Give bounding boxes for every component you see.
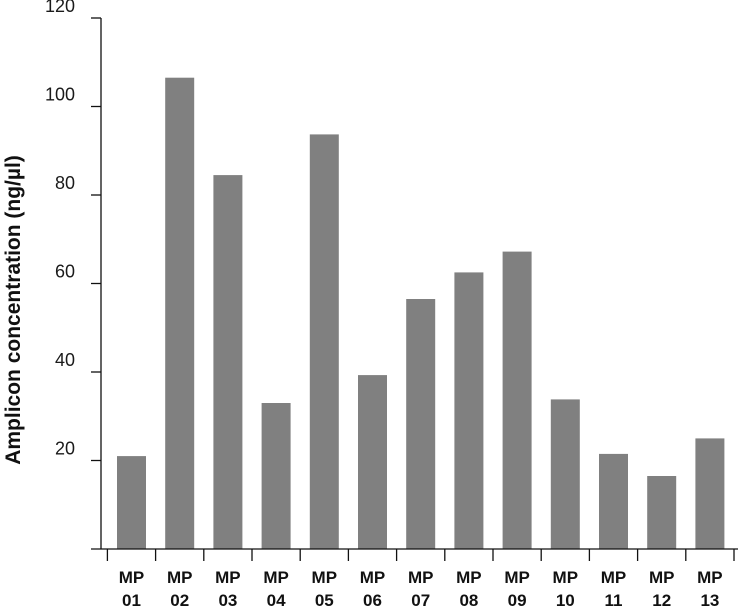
x-tick-label: 10 [556,591,575,609]
x-tick-label: 12 [652,591,671,609]
bar [117,456,146,549]
x-tick-label: MP [215,568,241,587]
x-tick-label: 08 [459,591,478,609]
x-tick-label: MP [119,568,145,587]
bar [454,272,484,549]
bar [406,299,436,549]
x-tick-label: 03 [218,591,237,609]
y-ticks-group: 20 40 60 80 100 120 [45,0,101,462]
x-tick-label: MP [697,568,723,587]
x-tick-label: 04 [267,591,286,609]
bar [358,375,387,549]
x-tick-label: MP [312,568,338,587]
y-tick-label: 20 [55,439,75,459]
x-tick-label: MP [649,568,675,587]
x-tick-label: MP [456,568,482,587]
bar [309,134,339,549]
bar [165,77,195,549]
x-tick-label: 07 [411,591,430,609]
x-tick-label: 02 [170,591,189,609]
bar [599,453,628,549]
bar [550,399,580,549]
x-tick-label: MP [360,568,386,587]
x-tick-label: MP [263,568,289,587]
x-tick-label: MP [601,568,627,587]
x-tick-label: 11 [605,591,623,609]
bar [213,175,243,549]
x-tick-label: MP [167,568,193,587]
y-tick-label: 60 [55,262,75,282]
x-tick-label: 13 [700,591,719,609]
x-tick-label: MP [504,568,530,587]
x-tick-label: MP [408,568,434,587]
bar [261,403,291,549]
y-tick-label: 120 [45,0,75,16]
bar [647,476,677,549]
bars-group [117,77,725,549]
y-tick-label: 40 [55,350,75,370]
y-axis-label: Amplicon concentration (ng/µl) [2,155,25,465]
x-tick-label: 06 [363,591,382,609]
x-tick-label: 01 [122,591,141,609]
x-ticks-group: MP 01 MP 02 MP 03 MP 04 MP 05 MP 06 MP 07 MP 08 MP 09 MP 10… [106,549,735,609]
bar [695,438,725,549]
x-tick-label: MP [553,568,579,587]
x-tick-label: 09 [508,591,527,609]
y-tick-label: 80 [55,173,75,193]
x-tick-label: 05 [315,591,334,609]
bar [502,251,532,549]
y-tick-label: 100 [45,85,75,105]
